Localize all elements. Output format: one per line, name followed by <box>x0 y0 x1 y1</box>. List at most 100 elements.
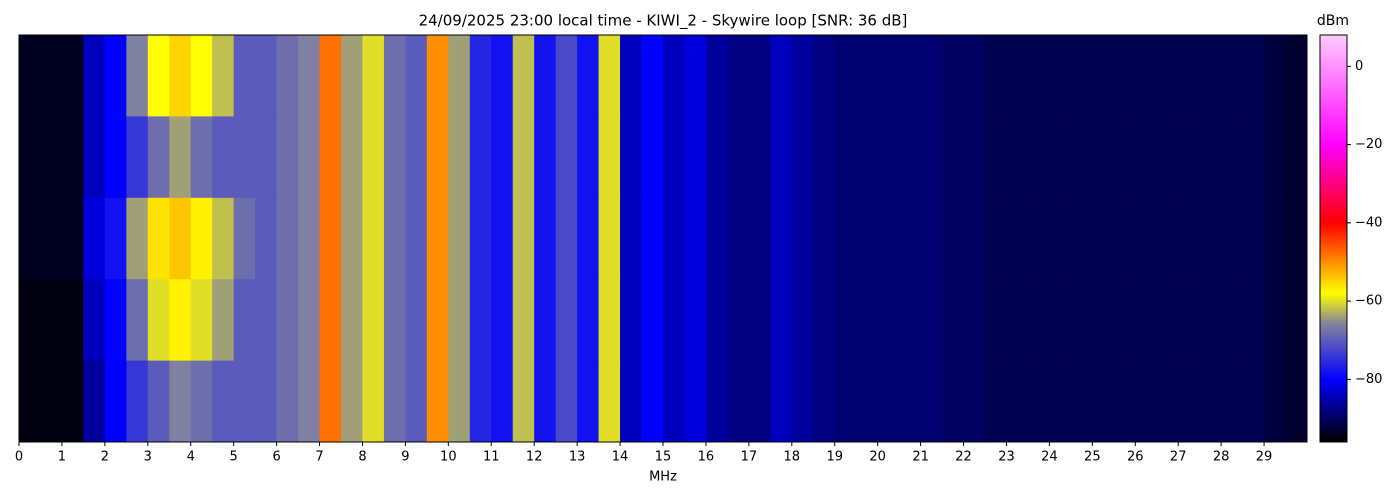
x-tick-label: 15 <box>655 450 672 465</box>
heatmap-cell <box>985 197 1007 280</box>
heatmap-cell <box>233 360 256 443</box>
heatmap-cell <box>298 116 320 199</box>
heatmap-cell <box>1135 116 1158 199</box>
heatmap-cell <box>985 279 1007 361</box>
heatmap-cell <box>684 360 707 443</box>
heatmap-cell <box>1242 360 1265 443</box>
heatmap-cell <box>834 360 857 443</box>
heatmap-cell <box>255 116 277 199</box>
heatmap-cell <box>512 116 535 199</box>
heatmap-cell <box>362 360 385 443</box>
heatmap-cell <box>341 360 363 443</box>
x-tick-label: 14 <box>612 450 629 465</box>
heatmap-cell <box>1006 35 1029 117</box>
heatmap-cell <box>426 116 449 199</box>
heatmap-cell <box>813 279 836 361</box>
heatmap-cell <box>963 116 986 199</box>
heatmap-cell <box>791 116 814 199</box>
heatmap-cell <box>491 360 514 443</box>
heatmap-cell <box>899 279 921 361</box>
heatmap-cell <box>1199 35 1222 117</box>
heatmap-cell <box>147 197 170 280</box>
heatmap-cell <box>856 279 879 361</box>
heatmap-cell <box>877 360 900 443</box>
heatmap-cell <box>1178 116 1201 199</box>
x-tick-label: 2 <box>101 450 109 465</box>
heatmap-cell <box>856 197 879 280</box>
heatmap-cell <box>40 35 63 117</box>
heatmap-cell <box>212 197 235 280</box>
heatmap-cell <box>40 197 63 280</box>
colorbar-tick-label: −80 <box>1355 372 1382 387</box>
colorbar-tick-label: −20 <box>1355 137 1382 152</box>
heatmap-cell <box>19 116 41 199</box>
heatmap-cell <box>319 360 342 443</box>
heatmap-cell <box>985 116 1007 199</box>
heatmap-cell <box>684 35 707 117</box>
heatmap-cell <box>1178 197 1201 280</box>
heatmap-cell <box>1049 360 1072 443</box>
heatmap-cell <box>405 35 428 117</box>
heatmap-cell <box>577 35 599 117</box>
heatmap-cell <box>255 197 277 280</box>
colorbar <box>1319 34 1348 443</box>
heatmap-cell <box>1199 279 1222 361</box>
heatmap-cell <box>61 279 84 361</box>
heatmap-cell <box>1113 197 1136 280</box>
x-tick-label: 21 <box>912 450 929 465</box>
x-tick-label: 1 <box>58 450 66 465</box>
heatmap-cell <box>598 197 621 280</box>
x-tick-label: 6 <box>272 450 280 465</box>
heatmap-cell <box>233 35 256 117</box>
heatmap-cell <box>877 197 900 280</box>
heatmap-cell <box>341 35 363 117</box>
x-tick-label: 24 <box>1041 450 1058 465</box>
heatmap-cell <box>555 360 578 443</box>
heatmap-cell <box>534 35 557 117</box>
heatmap-cell <box>727 360 750 443</box>
heatmap-cell <box>620 360 642 443</box>
x-tick-label: 10 <box>440 450 457 465</box>
heatmap-cell <box>1264 360 1286 443</box>
heatmap-cell <box>1285 116 1308 199</box>
heatmap-cell <box>963 279 986 361</box>
heatmap-cell <box>791 360 814 443</box>
heatmap-cell <box>813 197 836 280</box>
heatmap-cell <box>942 197 964 280</box>
heatmap-cell <box>534 116 557 199</box>
heatmap-cell <box>985 360 1007 443</box>
heatmap-cell <box>426 35 449 117</box>
heatmap-cell <box>1156 197 1179 280</box>
heatmap-cell <box>942 35 964 117</box>
heatmap-cell <box>663 35 685 117</box>
heatmap-cell <box>705 197 728 280</box>
heatmap-cell <box>426 197 449 280</box>
heatmap-cell <box>748 197 771 280</box>
heatmap-cell <box>1135 35 1158 117</box>
heatmap-cell <box>1135 197 1158 280</box>
heatmap-cell <box>448 279 471 361</box>
heatmap-cell <box>426 279 449 361</box>
x-tick-label: 4 <box>187 450 195 465</box>
heatmap-cell <box>147 360 170 443</box>
heatmap-cell <box>1027 360 1050 443</box>
x-tick-label: 20 <box>869 450 886 465</box>
heatmap-cell <box>877 35 900 117</box>
heatmap-cell <box>1113 35 1136 117</box>
heatmap-cell <box>169 35 192 117</box>
heatmap-cell <box>405 360 428 443</box>
heatmap-cell <box>276 197 299 280</box>
heatmap-cell <box>1242 197 1265 280</box>
heatmap-cell <box>19 279 41 361</box>
heatmap-cell <box>641 279 664 361</box>
heatmap-cell <box>469 116 492 199</box>
heatmap-cell <box>512 279 535 361</box>
heatmap-cell <box>1178 360 1201 443</box>
x-tick-label: 26 <box>1127 450 1144 465</box>
heatmap-cell <box>126 197 149 280</box>
heatmap-cell <box>920 279 943 361</box>
heatmap-cell <box>598 35 621 117</box>
heatmap-cell <box>276 279 299 361</box>
